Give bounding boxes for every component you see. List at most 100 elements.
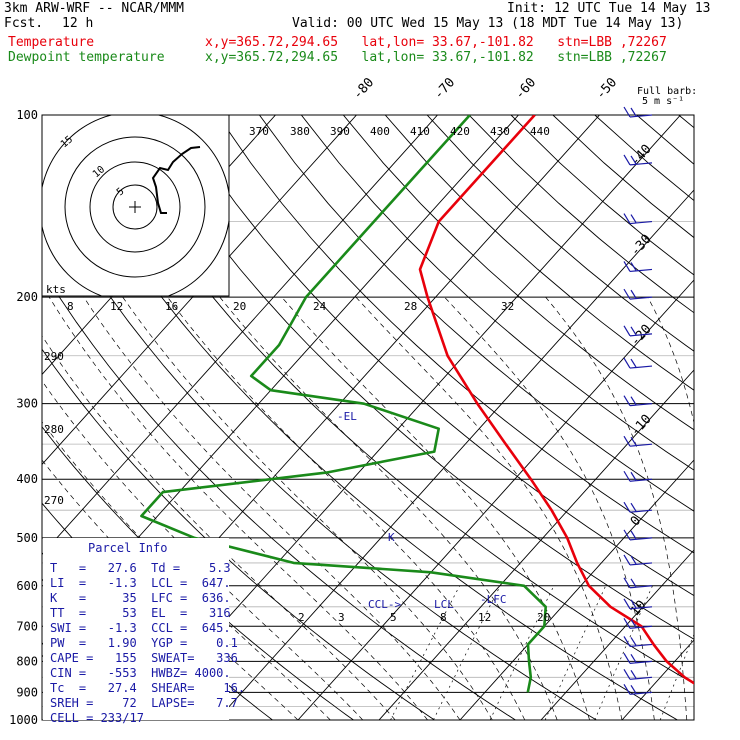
- mixing-ratio-line: [594, 585, 653, 720]
- moist-adiabat-line: [545, 296, 688, 720]
- wind-barb-flag: [623, 617, 631, 629]
- parcel-info-row: K = 35 LFC = 636.: [50, 591, 231, 605]
- theta-label: 440: [530, 125, 550, 138]
- isotherm-line: [42, 115, 357, 466]
- hodograph-trace: [151, 146, 201, 214]
- dry-adiabat-line: [678, 115, 694, 129]
- moist-adiabat-line: [647, 296, 694, 425]
- mixing-ratio-label: 8: [440, 611, 447, 624]
- mixing-ratio-line: [659, 633, 694, 720]
- hodo-speed-label: 20: [233, 300, 246, 313]
- wind-barb-flag: [623, 501, 631, 513]
- wind-barb-shaft: [629, 268, 653, 273]
- wind-barb-flag: [623, 529, 631, 541]
- parcel-info-row: T = 27.6 Td = 5.3: [50, 561, 231, 575]
- wind-barb-flag: [630, 396, 637, 405]
- isotherm-line: [216, 189, 694, 720]
- wind-barb: [623, 395, 653, 407]
- temperature-tick-label: -50: [593, 75, 620, 102]
- hodo-speed-label: 32: [501, 300, 514, 313]
- wind-barb-flag: [630, 471, 637, 481]
- wind-barb: [623, 154, 653, 166]
- wind-barb-flag: [623, 435, 631, 447]
- wind-barb-flag: [630, 618, 637, 628]
- lfc-marker: -LFC: [480, 593, 507, 606]
- wind-barb-flag: [630, 530, 637, 540]
- dry-adiabat-line: [217, 115, 694, 554]
- wind-barb: [623, 261, 653, 273]
- wind-barb: [623, 501, 653, 513]
- wind-barb-flag: [630, 289, 637, 299]
- hodo-speed-label: 12: [110, 300, 123, 313]
- legend-dewpoint-label: Dewpoint temperature: [8, 50, 165, 65]
- wind-barb-flag: [623, 213, 631, 224]
- wind-barb: [623, 598, 653, 610]
- theta-label: 390: [330, 125, 350, 138]
- legend-dewpoint-info: x,y=365.72,294.65 lat,lon= 33.67,-101.82…: [205, 50, 667, 65]
- wind-barb: [623, 435, 653, 447]
- parcel-info-box: [43, 538, 229, 720]
- moist-adiabat-line: [444, 296, 655, 720]
- parcel-info-row: CELL = 233/17: [50, 711, 144, 725]
- theta-label: 430: [490, 125, 510, 138]
- pressure-tick-label: 800: [16, 654, 38, 668]
- dry-adiabat-label: 280: [44, 423, 64, 436]
- moist-adiabat-line: [281, 296, 590, 720]
- dry-adiabat-line: [259, 115, 694, 512]
- wind-barb: [623, 213, 653, 225]
- dry-adiabat-line: [49, 115, 678, 720]
- wind-barb: [623, 684, 653, 695]
- hodo-speed-label: 24: [313, 300, 327, 313]
- wind-barb: [623, 577, 653, 589]
- parcel-info-row: TT = 53 EL = 316: [50, 606, 231, 620]
- hodograph-ring: [64, 136, 206, 278]
- hodo-speed-label: 16: [165, 300, 178, 313]
- mixing-ratio-label: 20: [537, 611, 550, 624]
- isotherm-line: [459, 459, 694, 720]
- parcel-info-row: CIN = -553 HWBZ= 4000.: [50, 666, 231, 680]
- wind-barb-shaft: [629, 660, 653, 664]
- mixing-ratio-label: 5: [390, 611, 397, 624]
- wind-barb-shaft: [629, 114, 653, 118]
- wind-barb: [623, 470, 653, 482]
- dry-adiabat-line: [342, 115, 694, 431]
- wind-barb-flag: [630, 436, 637, 446]
- wind-barb-flag: [630, 555, 637, 565]
- isotherm-line: [297, 279, 694, 720]
- temperature-tick-label: -30: [628, 232, 655, 259]
- wind-barb-shaft: [629, 643, 653, 648]
- dewpoint-profile: [140, 115, 548, 693]
- isotherm-line: [42, 115, 438, 556]
- wind-barb-flag: [623, 470, 631, 482]
- moist-adiabat-line: [42, 421, 331, 720]
- wind-barb-shaft: [629, 478, 653, 482]
- model-title: 3km ARW-WRF -- NCAR/MMM: [4, 1, 185, 16]
- dry-adiabat-line: [300, 115, 694, 471]
- wind-barb-flag: [630, 669, 637, 679]
- temperature-profile: [418, 115, 694, 685]
- init-time: Init: 12 UTC Tue 14 May 13: [507, 1, 711, 16]
- dry-adiabat-line: [636, 115, 694, 165]
- wind-key-value: 5 m s⁻¹: [642, 96, 684, 107]
- isotherm-line: [378, 369, 694, 720]
- dry-adiabat-line: [42, 185, 597, 720]
- wind-barb-shaft: [629, 365, 653, 369]
- parcel-info-title: Parcel Info: [88, 541, 167, 555]
- wind-barb-flag: [630, 155, 637, 165]
- wind-barb-flag: [630, 262, 637, 271]
- wind-barb-flag: [630, 637, 637, 646]
- wind-barb-flag: [623, 554, 631, 566]
- parcel-info-row: LI = -1.3 LCL = 647.: [50, 576, 231, 590]
- wind-barb-shaft: [629, 585, 653, 589]
- wind-barb-flag: [630, 684, 637, 694]
- wind-barb: [623, 106, 653, 118]
- wind-barb-flag: [623, 325, 631, 337]
- wind-barb-shaft: [629, 562, 653, 566]
- wind-barb-shaft: [629, 625, 653, 629]
- wind-barb-flag: [630, 654, 637, 663]
- wind-barb: [623, 636, 653, 648]
- wind-barb-shaft: [629, 296, 653, 300]
- pressure-tick-label: 200: [16, 290, 38, 304]
- dry-adiabat-line: [175, 115, 694, 597]
